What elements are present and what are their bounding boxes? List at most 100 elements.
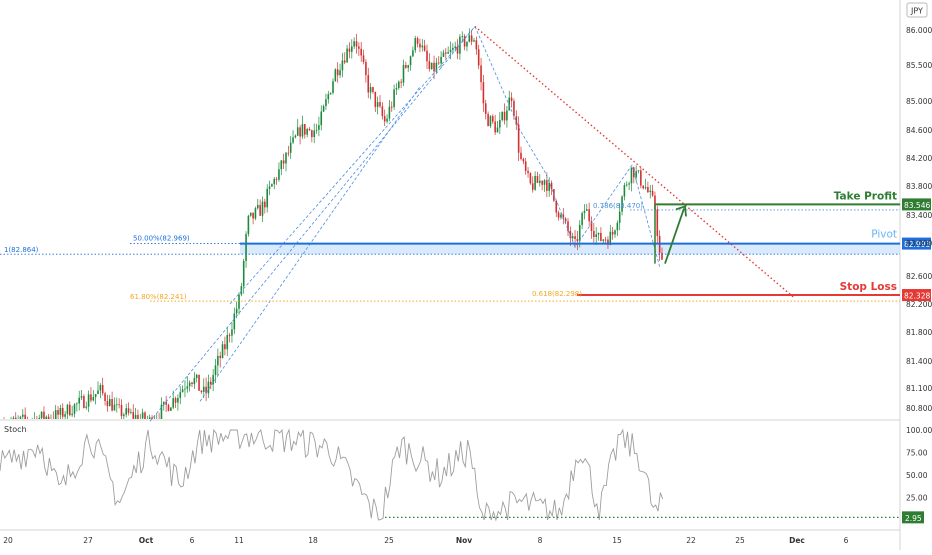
- candle-body: [628, 183, 630, 185]
- candle-body: [292, 137, 294, 143]
- candle-body: [489, 116, 492, 127]
- stoch-layer: 2.95: [0, 428, 924, 524]
- candle-body: [534, 175, 536, 190]
- candle-body: [315, 129, 318, 131]
- fib-zigzag: [474, 26, 661, 268]
- candle-body: [294, 135, 297, 138]
- candle-body: [381, 106, 384, 117]
- time-tick-label: 11: [234, 536, 244, 545]
- price-tick-label: 80.800: [906, 404, 932, 413]
- candle-body: [353, 41, 355, 47]
- time-tick-label: 15: [612, 536, 622, 545]
- candle-body: [574, 236, 576, 240]
- currency-box: [906, 2, 928, 18]
- candle-body: [635, 171, 637, 178]
- candle-body: [61, 407, 64, 417]
- candle-body: [12, 417, 15, 419]
- candle-body: [78, 397, 80, 404]
- candle-body: [160, 404, 163, 419]
- candle-body: [433, 62, 435, 72]
- currency-label: JPY: [910, 7, 923, 16]
- overlays-layer: Take Profit Pivot Stop Loss 1(82.864) 50.00%…: [0, 25, 931, 422]
- candle-body: [647, 187, 649, 193]
- candle-body: [454, 46, 456, 48]
- candle-body: [437, 62, 440, 64]
- candle-body: [517, 124, 520, 153]
- candle-body: [602, 239, 605, 241]
- candle-body: [423, 45, 426, 51]
- target-arrow-head: [675, 205, 687, 217]
- candle-body: [597, 232, 600, 235]
- candle-body: [355, 41, 358, 47]
- candle-body: [141, 412, 144, 419]
- price-tick-label: 81.800: [906, 328, 932, 337]
- candle-body: [426, 50, 428, 62]
- candle-body: [92, 397, 95, 401]
- fib-786-label: 0.786(83.470): [593, 202, 643, 210]
- candle-body: [210, 381, 212, 385]
- price-tick-label: 81.100: [906, 384, 932, 393]
- candle-body: [604, 239, 607, 241]
- time-tick-label: 8: [538, 536, 543, 545]
- candle-body: [414, 38, 417, 51]
- candle-body: [402, 65, 405, 83]
- candle-body: [311, 130, 313, 138]
- candle-body: [332, 81, 334, 93]
- candle-body: [221, 344, 224, 358]
- candle-body: [576, 239, 579, 242]
- candle-body: [649, 190, 652, 193]
- candle-body: [90, 394, 92, 401]
- take-profit-price-tag: 83.546: [904, 201, 930, 210]
- stop-loss-price-tag: 82.328: [904, 292, 930, 301]
- candle-body: [651, 190, 654, 196]
- candle-body: [177, 397, 179, 403]
- candle-body: [108, 399, 111, 407]
- candle-body: [527, 170, 529, 174]
- candle-body: [327, 94, 330, 100]
- candle-body: [470, 35, 473, 42]
- price-tick-label: 82.600: [906, 272, 932, 281]
- candle-body: [548, 182, 550, 191]
- candle-body: [261, 201, 264, 216]
- candle-body: [416, 38, 419, 44]
- pivot-price-tag-bg: [902, 237, 931, 250]
- fib-50-label: 50.00%(82.969): [133, 235, 190, 243]
- candle-body: [557, 212, 560, 218]
- candle-body: [71, 413, 73, 416]
- candle-body: [184, 388, 186, 390]
- candle-body: [235, 308, 238, 314]
- time-tick-label: Nov: [456, 536, 472, 545]
- candle-body: [106, 401, 109, 407]
- candle-body: [54, 410, 57, 419]
- time-tick-label: 6: [190, 536, 195, 545]
- candle-body: [578, 224, 581, 242]
- candle-body: [264, 201, 266, 208]
- candle-body: [607, 239, 609, 245]
- candle-body: [440, 56, 442, 64]
- candle-body: [170, 407, 172, 411]
- candle-body: [395, 88, 398, 90]
- candle-body: [621, 196, 623, 212]
- candle-body: [200, 390, 203, 392]
- candle-body: [249, 212, 252, 216]
- candle-body: [132, 412, 135, 419]
- axis-layer: 86.000 85.500 85.000 84.600 84.200 83.800 83.4…: [3, 26, 932, 545]
- candle-body: [43, 411, 45, 419]
- candle-body: [137, 414, 139, 419]
- price-tick-label: 81.400: [906, 357, 932, 366]
- candle-body: [536, 175, 539, 183]
- stoch-line: [0, 428, 664, 522]
- candle-body: [14, 417, 17, 419]
- candle-body: [555, 200, 558, 213]
- candle-body: [83, 396, 85, 408]
- candles-layer: [3, 28, 663, 419]
- candle-body: [654, 195, 656, 210]
- candle-body: [271, 184, 273, 187]
- candle-body: [172, 398, 174, 408]
- candle-body: [508, 97, 511, 111]
- candle-body: [336, 69, 339, 76]
- candle-body: [76, 403, 78, 405]
- price-tick-label: 84.600: [906, 126, 932, 135]
